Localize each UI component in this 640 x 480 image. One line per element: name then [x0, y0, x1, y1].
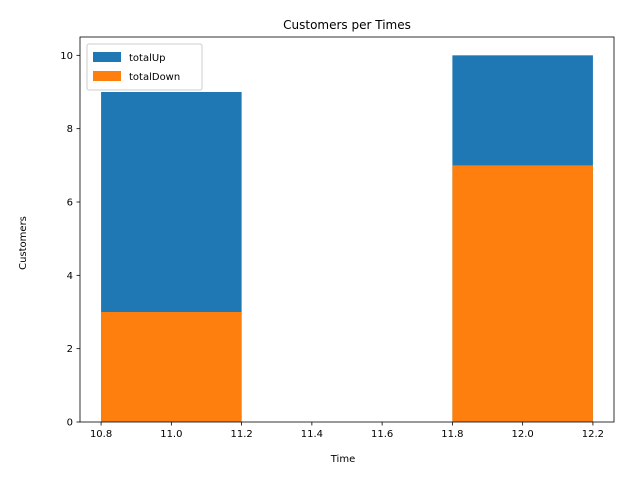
y-tick-label-3: 6: [67, 198, 73, 209]
legend-swatch-totalDown: [93, 71, 121, 81]
x-tick-label-4: 11.6: [371, 429, 393, 440]
y-tick-label-0: 0: [67, 418, 73, 429]
y-tick-label-1: 2: [67, 344, 73, 355]
legend-label-totalDown: totalDown: [129, 72, 180, 83]
y-axis-label: Customers: [18, 216, 29, 270]
y-tick-label-2: 4: [67, 271, 73, 282]
bar-totalDown-1: [452, 165, 593, 423]
legend-swatch-totalUp: [93, 52, 121, 62]
legend-label-totalUp: totalUp: [129, 53, 166, 64]
x-axis-label: Time: [330, 454, 355, 465]
x-tick-label-0: 10.8: [90, 429, 112, 440]
axes-frame: [79, 36, 615, 423]
x-tick-label-7: 12.2: [582, 429, 604, 440]
chart-title: Customers per Times: [283, 18, 411, 32]
y-tick-label-4: 8: [67, 124, 73, 135]
plot-area: 10.8 11.0 11.2 11.4 11.6 11.8 12.0 12.2 0 2 4 6 8 10: [60, 36, 615, 440]
y-tick-label-5: 10: [60, 51, 73, 62]
x-tick-label-6: 12.0: [512, 429, 534, 440]
legend: totalUp totalDown: [86, 43, 203, 91]
x-tick-label-1: 11.0: [160, 429, 182, 440]
x-tick-label-2: 11.2: [230, 429, 252, 440]
x-tick-label-3: 11.4: [301, 429, 323, 440]
legend-box: [86, 43, 203, 91]
bar-totalDown-0: [101, 312, 242, 422]
x-tick-label-5: 11.8: [441, 429, 463, 440]
